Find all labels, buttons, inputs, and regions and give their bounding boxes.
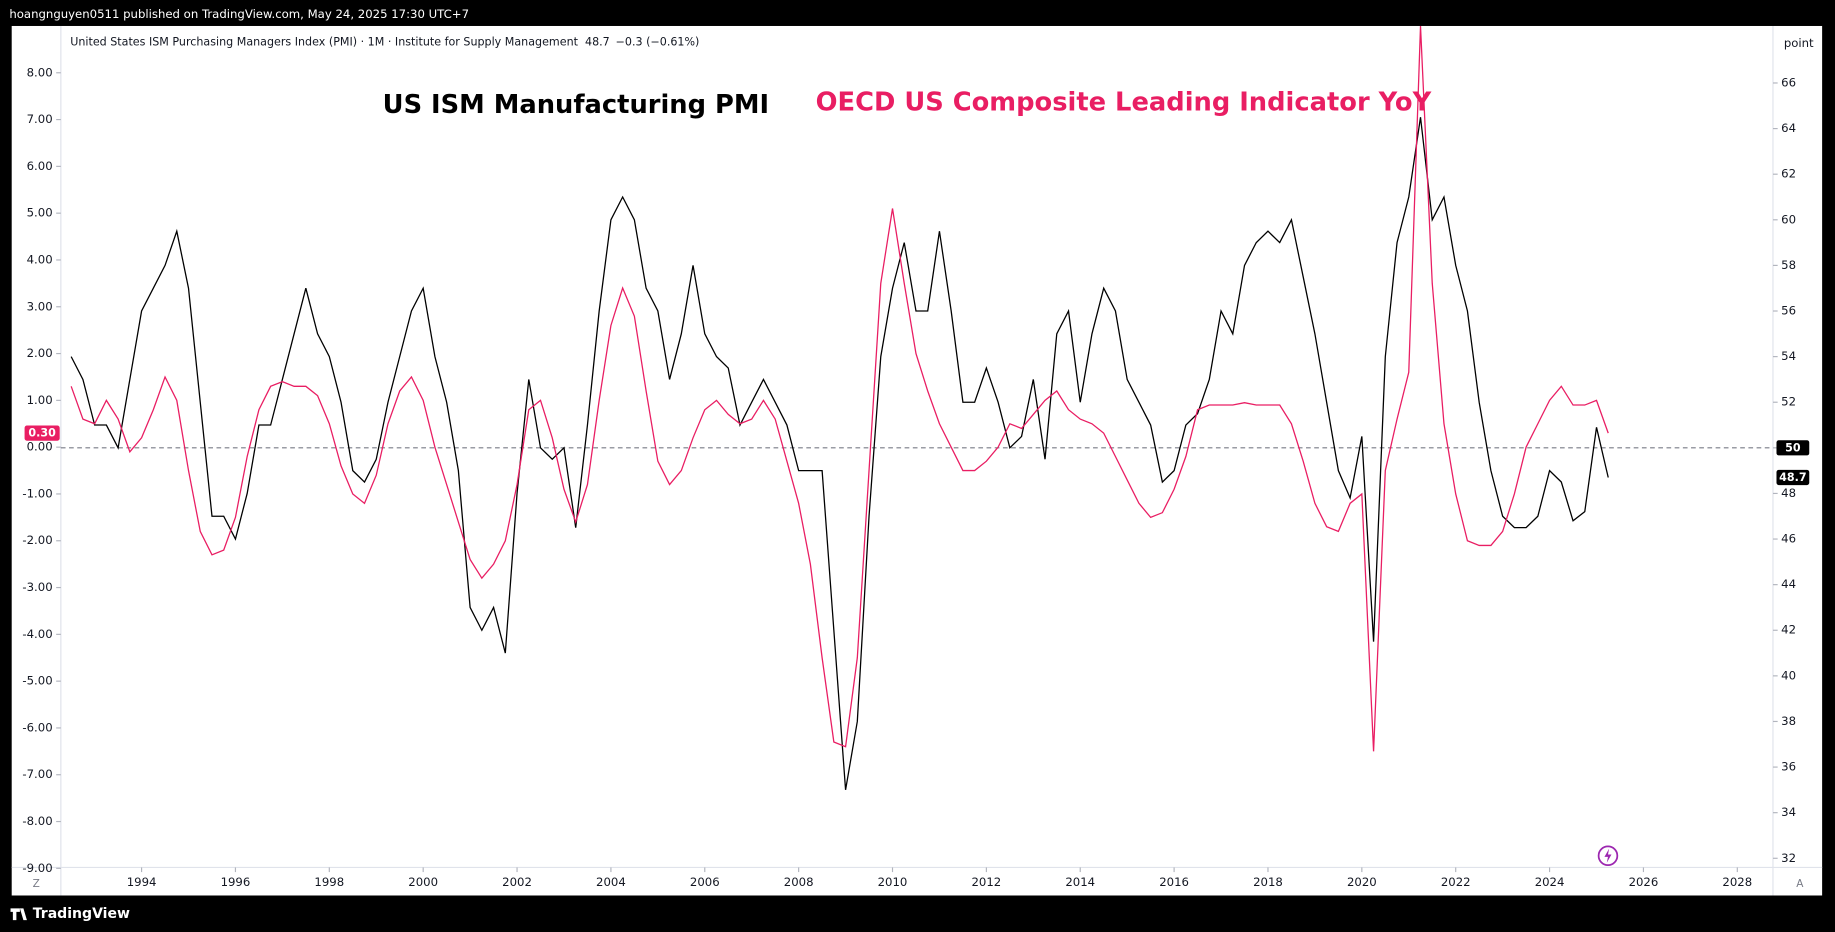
brand-logo: [10, 908, 27, 921]
annotation: US ISM Manufacturing PMI: [383, 90, 769, 120]
footer-brand[interactable]: TradingView: [33, 906, 130, 922]
x-tick-label: 2002: [502, 875, 532, 889]
x-tick-label: 2016: [1159, 875, 1189, 889]
y-tick-label: -8.00: [22, 814, 52, 828]
y2-tick-label: 64: [1781, 121, 1796, 135]
y2-tick-label: 54: [1781, 349, 1796, 363]
y-tick-label: 8.00: [27, 65, 53, 79]
x-tick-label: 2004: [596, 875, 626, 889]
corner-label[interactable]: A: [1796, 878, 1804, 890]
y-tick-label: -5.00: [22, 674, 52, 688]
y2-tick-label: 62: [1781, 167, 1796, 181]
y-tick-label: -2.00: [22, 533, 52, 547]
x-tick-label: 2006: [690, 875, 720, 889]
y-tick-label: -1.00: [22, 486, 52, 500]
y2-tick-label: 58: [1781, 258, 1796, 272]
y2-tick-label: 36: [1781, 760, 1796, 774]
legend-name: United States ISM Purchasing Managers In…: [70, 35, 578, 48]
y2-tick-label: 60: [1781, 212, 1796, 226]
lightning-icon[interactable]: [1597, 845, 1619, 866]
x-tick-label: 2026: [1629, 875, 1659, 889]
x-tick-label: 2028: [1722, 875, 1752, 889]
annotation: OECD US Composite Leading Indicator YoY: [816, 88, 1432, 118]
y-tick-label: 5.00: [27, 206, 53, 220]
y-tick-label: 2.00: [27, 346, 53, 360]
y2-tick-label: 52: [1781, 395, 1796, 409]
y-tick-label: 3.00: [27, 299, 53, 313]
y2-tick-label: 32: [1781, 851, 1796, 865]
y2-tick-label: 38: [1781, 714, 1796, 728]
series-line: [70, 25, 1609, 752]
price-badge: [1776, 469, 1810, 486]
y2-tick-label: 46: [1781, 532, 1796, 546]
x-tick-label: 2010: [878, 875, 908, 889]
y-tick-label: -4.00: [22, 627, 52, 641]
x-tick-label: 1996: [221, 875, 251, 889]
corner-label[interactable]: Z: [33, 878, 40, 890]
price-badge-label: 48.7: [1779, 471, 1806, 484]
x-tick-label: 2022: [1441, 875, 1471, 889]
x-tick-label: 2018: [1253, 875, 1283, 889]
legend-value: 48.7: [585, 35, 610, 48]
y2-tick-label: 48: [1781, 486, 1796, 500]
y-tick-label: -7.00: [22, 767, 52, 781]
y2-tick-label: 42: [1781, 623, 1796, 637]
price-badge-label: 0.30: [28, 427, 56, 440]
x-tick-label: 2008: [784, 875, 814, 889]
legend-change: −0.3 (−0.61%): [616, 35, 700, 48]
y2-tick-label: 34: [1781, 805, 1796, 819]
x-tick-label: 2024: [1535, 875, 1565, 889]
y-tick-label: 1.00: [27, 393, 53, 407]
y2-tick-label: 56: [1781, 304, 1796, 318]
y-tick-label: 4.00: [27, 252, 53, 266]
price-badge: [24, 425, 60, 441]
legend[interactable]: United States ISM Purchasing Managers In…: [70, 35, 699, 48]
y2-tick-label: 66: [1781, 75, 1796, 89]
x-tick-label: 2014: [1065, 875, 1095, 889]
series-line: [70, 117, 1609, 790]
y2-tick-label: 40: [1781, 668, 1796, 682]
y2-tick-label: 44: [1781, 577, 1796, 591]
y-tick-label: -6.00: [22, 720, 52, 734]
header: hoangnguyen0511 published on TradingView…: [9, 7, 469, 21]
y-tick-label: 0.00: [27, 440, 53, 454]
x-tick-label: 1998: [314, 875, 344, 889]
x-tick-label: 2020: [1347, 875, 1377, 889]
y-tick-label: 6.00: [27, 159, 53, 173]
x-tick-label: 2012: [972, 875, 1002, 889]
y-tick-label: -9.00: [22, 861, 52, 875]
chart-panel: [11, 25, 1823, 896]
x-tick-label: 2000: [408, 875, 438, 889]
y2-unit: point: [1784, 36, 1814, 50]
x-tick-label: 1994: [127, 875, 157, 889]
y-tick-label: 7.00: [27, 112, 53, 126]
y-tick-label: -3.00: [22, 580, 52, 594]
price-badge-label: 50: [1785, 441, 1801, 454]
price-badge: [1776, 440, 1810, 456]
